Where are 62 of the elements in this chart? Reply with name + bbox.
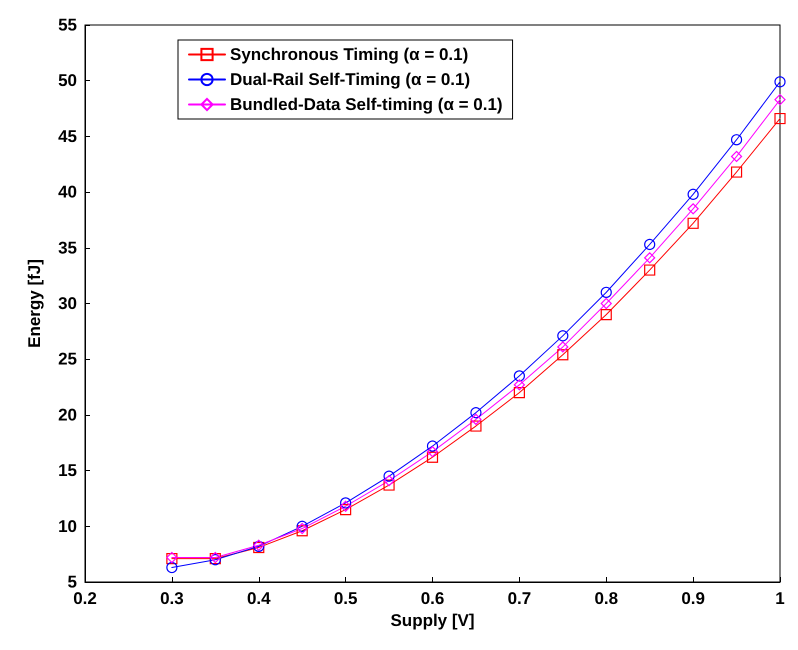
point — [470, 407, 482, 418]
point — [514, 379, 525, 390]
point — [470, 414, 482, 425]
point — [340, 500, 352, 512]
point — [730, 134, 742, 146]
point — [166, 562, 178, 574]
point — [774, 94, 786, 106]
x-tick-label: 0.7 — [508, 589, 532, 608]
x-tick-label: 0.3 — [160, 589, 184, 608]
point — [774, 112, 786, 124]
y-tick-label: 15 — [58, 461, 77, 480]
x-tick-label: 0.6 — [420, 589, 444, 608]
x-tick-label: 1 — [775, 589, 785, 608]
y-tick-label: 45 — [58, 126, 77, 146]
y-tick-label: 30 — [58, 294, 77, 313]
point — [340, 497, 352, 509]
y-tick-label: 35 — [58, 238, 77, 258]
x-tick-label: 0.9 — [681, 589, 705, 608]
point — [730, 166, 742, 178]
y-tick-label: 10 — [58, 516, 77, 536]
point — [383, 479, 395, 491]
point — [600, 309, 612, 320]
point — [340, 504, 352, 516]
point — [470, 420, 482, 432]
point — [557, 330, 568, 342]
point — [426, 446, 438, 458]
point — [383, 475, 395, 486]
point — [383, 470, 395, 482]
point — [730, 150, 742, 162]
point — [296, 520, 308, 532]
point — [644, 264, 656, 276]
point — [600, 298, 612, 310]
point — [514, 370, 525, 382]
y-tick-label: 40 — [58, 182, 77, 202]
y-axis-title: Energy [fJ] — [25, 259, 44, 348]
point — [426, 452, 438, 463]
legend-label: Synchronous Timing (α = 0.1) — [230, 45, 468, 64]
y-tick-label: 50 — [58, 71, 77, 90]
point — [644, 252, 656, 264]
y-tick-label: 25 — [58, 350, 77, 369]
y-tick-label: 55 — [58, 16, 77, 34]
x-axis-title: Supply [V] — [390, 611, 475, 630]
point — [296, 525, 308, 536]
point — [688, 218, 699, 229]
y-tick-label: 20 — [58, 405, 77, 424]
point — [688, 203, 699, 214]
x-tick-label: 0.8 — [594, 589, 618, 608]
point — [557, 341, 568, 353]
x-tick-label: 0.4 — [246, 589, 272, 608]
legend-label: Bundled-Data Self-timing (α = 0.1) — [230, 95, 503, 114]
x-tick-label: 0.2 — [73, 589, 97, 608]
point — [426, 440, 438, 452]
point — [514, 387, 525, 398]
point — [296, 522, 308, 534]
point — [644, 238, 656, 250]
y-tick-label: 5 — [68, 572, 77, 592]
x-tick-label: 0.5 — [334, 589, 358, 608]
legend-label: Dual-Rail Self-Timing (α = 0.1) — [230, 70, 470, 89]
point — [688, 188, 699, 200]
point — [557, 349, 568, 360]
point — [600, 286, 612, 298]
point — [774, 76, 786, 88]
